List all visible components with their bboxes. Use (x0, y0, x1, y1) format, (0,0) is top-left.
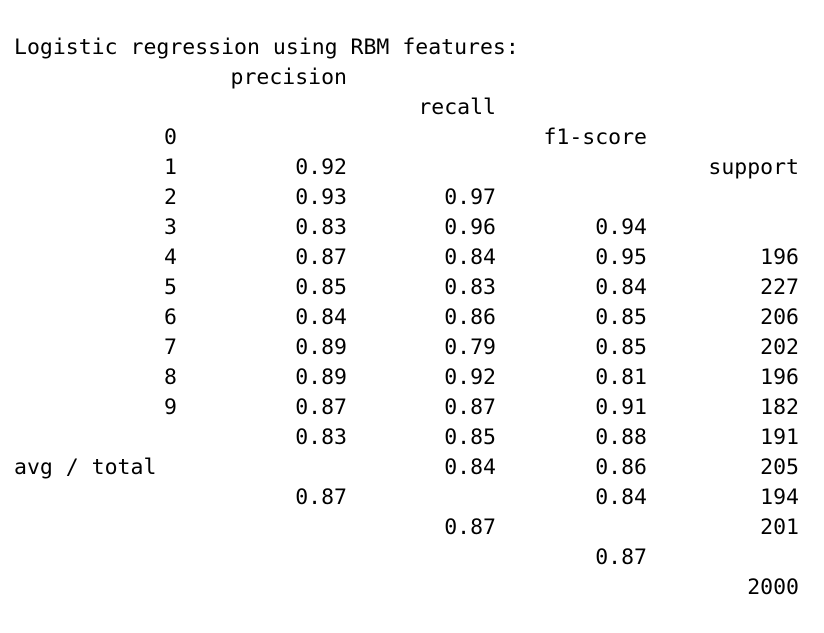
total-label: avg / total (14, 455, 157, 480)
row-label: 8 (164, 365, 177, 390)
row-f1-score: 0.81 (595, 365, 647, 390)
row-label: 6 (164, 305, 177, 330)
row-label: 9 (164, 395, 177, 420)
total-recall: 0.87 (444, 515, 496, 540)
total-row: avg / total 0.87 0.87 0.87 2000 (0, 423, 824, 600)
table-row: 5 0.84 0.79 0.81 182 (0, 243, 824, 420)
report-title-line: Logistic regression using RBM features: (0, 3, 824, 60)
row-label: 1 (164, 155, 177, 180)
row-precision: 0.89 (295, 335, 347, 360)
row-recall: 0.83 (444, 275, 496, 300)
header-row: precision recall f1-score support (0, 33, 824, 180)
row-precision: 0.84 (295, 305, 347, 330)
header-recall: recall (418, 95, 496, 120)
row-f1-score: 0.85 (595, 305, 647, 330)
row-f1-score: 0.86 (595, 455, 647, 480)
row-f1-score: 0.85 (595, 335, 647, 360)
header-support: support (708, 155, 799, 180)
row-support: 206 (760, 305, 799, 330)
row-recall: 0.85 (444, 425, 496, 450)
row-recall: 0.96 (444, 215, 496, 240)
row-label: 3 (164, 215, 177, 240)
row-support: 182 (760, 395, 799, 420)
row-f1-score: 0.91 (595, 395, 647, 420)
row-label: 7 (164, 335, 177, 360)
row-recall: 0.84 (444, 455, 496, 480)
table-row: 8 0.87 0.85 0.86 194 (0, 333, 824, 510)
table-row: 6 0.89 0.92 0.91 191 (0, 273, 824, 450)
row-recall: 0.87 (444, 395, 496, 420)
row-recall: 0.84 (444, 245, 496, 270)
total-f1-score: 0.87 (595, 545, 647, 570)
row-support: 205 (760, 455, 799, 480)
row-recall: 0.79 (444, 335, 496, 360)
row-label: 2 (164, 185, 177, 210)
row-f1-score: 0.84 (595, 275, 647, 300)
row-support: 196 (760, 245, 799, 270)
row-f1-score: 0.84 (595, 485, 647, 510)
row-precision: 0.92 (295, 155, 347, 180)
table-row: 1 0.93 0.96 0.95 227 (0, 123, 824, 300)
table-row: 7 0.89 0.87 0.88 205 (0, 303, 824, 480)
header-precision: precision (230, 65, 348, 90)
row-support: 191 (760, 425, 799, 450)
classification-report: Logistic regression using RBM features: … (0, 3, 824, 600)
row-support: 202 (760, 335, 799, 360)
row-precision: 0.89 (295, 365, 347, 390)
row-support: 227 (760, 275, 799, 300)
header-f1-score: f1-score (543, 125, 647, 150)
row-label: 4 (164, 245, 177, 270)
row-precision: 0.87 (295, 395, 347, 420)
row-recall: 0.97 (444, 185, 496, 210)
row-precision: 0.83 (295, 215, 347, 240)
row-support: 201 (760, 515, 799, 540)
row-precision: 0.87 (295, 245, 347, 270)
total-precision: 0.87 (295, 485, 347, 510)
row-f1-score: 0.94 (595, 215, 647, 240)
row-f1-score: 0.95 (595, 245, 647, 270)
row-recall: 0.92 (444, 365, 496, 390)
row-precision: 0.83 (295, 425, 347, 450)
row-support: 194 (760, 485, 799, 510)
table-row: 3 0.87 0.83 0.85 202 (0, 183, 824, 360)
table-row: 2 0.83 0.84 0.84 206 (0, 153, 824, 330)
table-row: 0 0.92 0.97 0.94 196 (0, 93, 824, 270)
report-title: Logistic regression using RBM features: (14, 35, 519, 60)
row-label: 0 (164, 125, 177, 150)
total-support: 2000 (747, 575, 799, 600)
row-recall: 0.86 (444, 305, 496, 330)
row-f1-score: 0.88 (595, 425, 647, 450)
table-row: 4 0.85 0.86 0.85 196 (0, 213, 824, 390)
table-row: 9 0.83 0.84 0.84 201 (0, 363, 824, 540)
row-precision: 0.85 (295, 275, 347, 300)
row-precision: 0.93 (295, 185, 347, 210)
row-label: 5 (164, 275, 177, 300)
row-support: 196 (760, 365, 799, 390)
